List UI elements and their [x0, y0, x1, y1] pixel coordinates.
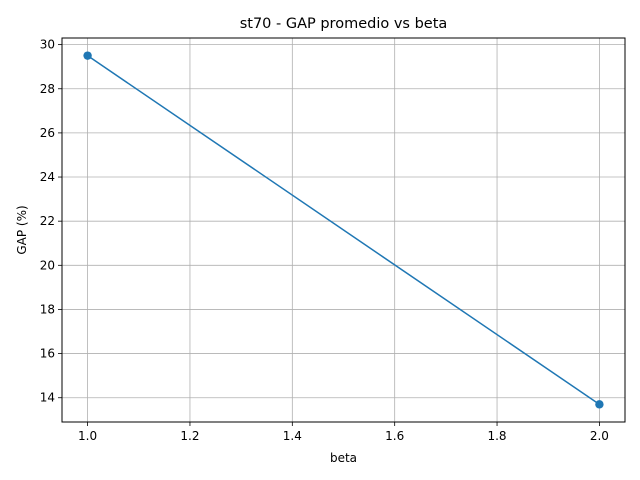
y-axis: 14 16 18 20 22 24 26 28 30 — [40, 38, 62, 405]
series-line — [87, 55, 600, 405]
x-tick-label: 2.0 — [590, 429, 609, 443]
x-tick-label: 1.8 — [487, 429, 506, 443]
chart-title: st70 - GAP promedio vs beta — [240, 16, 448, 32]
y-tick-label: 22 — [40, 214, 55, 228]
y-tick-label: 16 — [40, 347, 55, 361]
x-axis-label: beta — [330, 451, 357, 465]
x-axis: 1.0 1.2 1.4 1.6 1.8 2.0 — [78, 422, 609, 443]
x-tick-label: 1.0 — [78, 429, 97, 443]
x-tick-label: 1.4 — [283, 429, 302, 443]
y-tick-label: 24 — [40, 170, 55, 184]
y-tick-label: 18 — [40, 302, 55, 316]
y-axis-label: GAP (%) — [15, 205, 29, 254]
axes-frame — [61, 37, 626, 423]
y-tick-label: 20 — [40, 258, 55, 272]
x-tick-label: 1.2 — [180, 429, 199, 443]
data-point — [595, 400, 604, 409]
grid — [62, 38, 625, 422]
y-tick-label: 14 — [40, 391, 55, 405]
x-tick-label: 1.6 — [385, 429, 404, 443]
y-tick-label: 28 — [40, 82, 55, 96]
plot-area — [83, 51, 604, 409]
y-tick-label: 30 — [40, 38, 55, 52]
y-tick-label: 26 — [40, 126, 55, 140]
data-point — [83, 51, 92, 60]
